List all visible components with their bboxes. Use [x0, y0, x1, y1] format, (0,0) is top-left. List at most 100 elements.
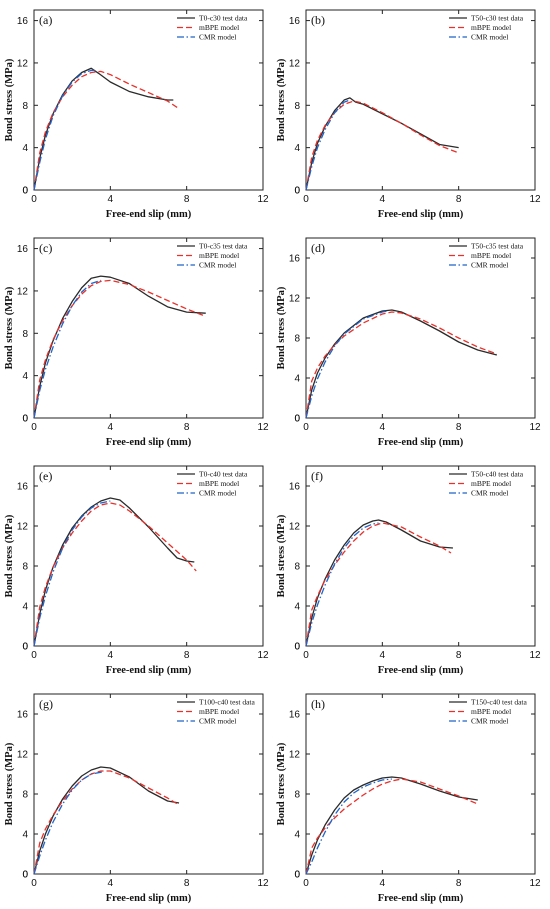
chart-panel: 0 4 8 12 0 4 8 12 16 0 Free-end slip (mm) Bond stre… — [0, 228, 275, 453]
legend-label: CMR model — [471, 717, 508, 726]
y-tick-label: 0 — [294, 414, 300, 425]
y-tick-label: 8 — [22, 790, 28, 801]
legend-label: T100-c40 test data — [199, 698, 255, 707]
panel-label: (f) — [311, 469, 323, 483]
y-tick-label: 4 — [294, 143, 300, 154]
y-tick-label: 8 — [22, 329, 28, 340]
y-tick-label: 0 — [22, 414, 28, 425]
x-tick-label: 12 — [257, 650, 269, 661]
x-tick-label: 4 — [380, 878, 386, 889]
legend-label: CMR model — [199, 33, 236, 42]
y-tick-label: 8 — [22, 562, 28, 573]
x-tick-label: 12 — [257, 878, 269, 889]
plot-frame — [33, 465, 264, 647]
series-line — [305, 522, 379, 647]
y-tick-label: 8 — [294, 334, 300, 345]
legend-label: CMR model — [199, 261, 236, 270]
legend-label: T50-c40 test data — [471, 470, 524, 479]
legend-label: mBPE model — [199, 251, 239, 260]
legend-label: T0-c30 test data — [199, 14, 248, 23]
legend-label: mBPE model — [471, 707, 511, 716]
y-tick-label: 0 — [294, 186, 300, 197]
panel-label: (d) — [311, 241, 325, 255]
y-tick-label: 4 — [22, 371, 28, 382]
y-axis-title: Bond stress (MPa) — [4, 58, 15, 141]
series-line — [305, 311, 498, 419]
legend-label: mBPE model — [199, 23, 239, 32]
panel-label: (b) — [311, 13, 325, 27]
y-tick-label: 8 — [294, 562, 300, 573]
chart-panel: 0 4 8 12 0 4 8 12 16 0 Free-end slip (mm) Bond stre… — [0, 0, 275, 225]
y-tick-label: 0 — [22, 186, 28, 197]
y-tick-label: 16 — [17, 482, 29, 493]
x-tick-label: 0 — [303, 422, 309, 433]
x-axis-title: Free-end slip (mm) — [378, 209, 464, 220]
series-line — [305, 522, 452, 647]
series-line — [305, 309, 497, 419]
x-tick-label: 4 — [108, 650, 114, 661]
y-tick-label: 0 — [294, 870, 300, 881]
y-tick-label: 8 — [294, 101, 300, 112]
panel-label: (h) — [311, 697, 325, 711]
chart-panel: 0 4 8 12 0 4 8 12 16 0 Free-end slip (mm) Bond stre… — [272, 684, 547, 909]
y-tick-label: 4 — [294, 602, 300, 613]
series-line — [33, 279, 101, 419]
x-tick-label: 4 — [108, 878, 114, 889]
series-line — [305, 776, 478, 875]
legend-label: mBPE model — [471, 23, 511, 32]
y-tick-label: 16 — [289, 254, 301, 265]
series-line — [33, 67, 174, 191]
x-tick-label: 8 — [184, 878, 190, 889]
panel-label: (a) — [39, 13, 52, 27]
series-line — [33, 275, 206, 419]
y-tick-label: 4 — [294, 830, 300, 841]
y-tick-label: 8 — [22, 101, 28, 112]
legend-label: T0-c35 test data — [199, 242, 248, 251]
y-tick-label: 4 — [22, 143, 28, 154]
y-tick-label: 0 — [22, 186, 28, 197]
y-tick-label: 0 — [294, 642, 300, 653]
y-axis-title: Bond stress (MPa) — [276, 286, 287, 369]
x-tick-label: 12 — [529, 650, 541, 661]
x-tick-label: 0 — [31, 650, 37, 661]
y-tick-label: 0 — [294, 186, 300, 197]
series-line — [33, 70, 178, 191]
x-tick-label: 0 — [303, 878, 309, 889]
legend-label: mBPE model — [199, 479, 239, 488]
x-tick-label: 12 — [529, 878, 541, 889]
legend-label: T50-c30 test data — [471, 14, 524, 23]
x-tick-label: 8 — [184, 194, 190, 205]
y-tick-label: 12 — [17, 522, 29, 533]
x-tick-label: 8 — [184, 422, 190, 433]
y-tick-label: 16 — [289, 16, 301, 27]
series-line — [33, 279, 206, 419]
y-tick-label: 12 — [17, 286, 29, 297]
y-tick-label: 8 — [294, 790, 300, 801]
x-axis-title: Free-end slip (mm) — [378, 893, 464, 904]
y-axis-title: Bond stress (MPa) — [4, 286, 15, 369]
y-tick-label: 4 — [22, 602, 28, 613]
x-tick-label: 8 — [184, 650, 190, 661]
chart-panel: 0 4 8 12 0 4 8 12 16 0 Free-end slip (mm) Bond stre… — [0, 684, 275, 909]
plot-frame — [305, 465, 536, 647]
series-line — [305, 778, 479, 875]
x-tick-label: 4 — [380, 194, 386, 205]
y-tick-label: 0 — [22, 414, 28, 425]
series-line — [33, 500, 111, 647]
x-axis-title: Free-end slip (mm) — [106, 209, 192, 220]
chart-panel: 0 4 8 12 0 4 8 12 16 0 Free-end slip (mm) Bond stre… — [272, 456, 547, 681]
y-tick-label: 16 — [17, 244, 29, 255]
plot-frame — [33, 9, 264, 191]
y-tick-label: 16 — [17, 710, 29, 721]
x-axis-title: Free-end slip (mm) — [378, 665, 464, 676]
x-tick-label: 8 — [456, 878, 462, 889]
y-axis-title: Bond stress (MPa) — [276, 514, 287, 597]
x-tick-label: 12 — [257, 422, 269, 433]
y-tick-label: 4 — [294, 374, 300, 385]
x-tick-label: 12 — [257, 194, 269, 205]
x-axis-title: Free-end slip (mm) — [106, 437, 192, 448]
legend-label: CMR model — [471, 489, 508, 498]
series-line — [305, 100, 459, 191]
